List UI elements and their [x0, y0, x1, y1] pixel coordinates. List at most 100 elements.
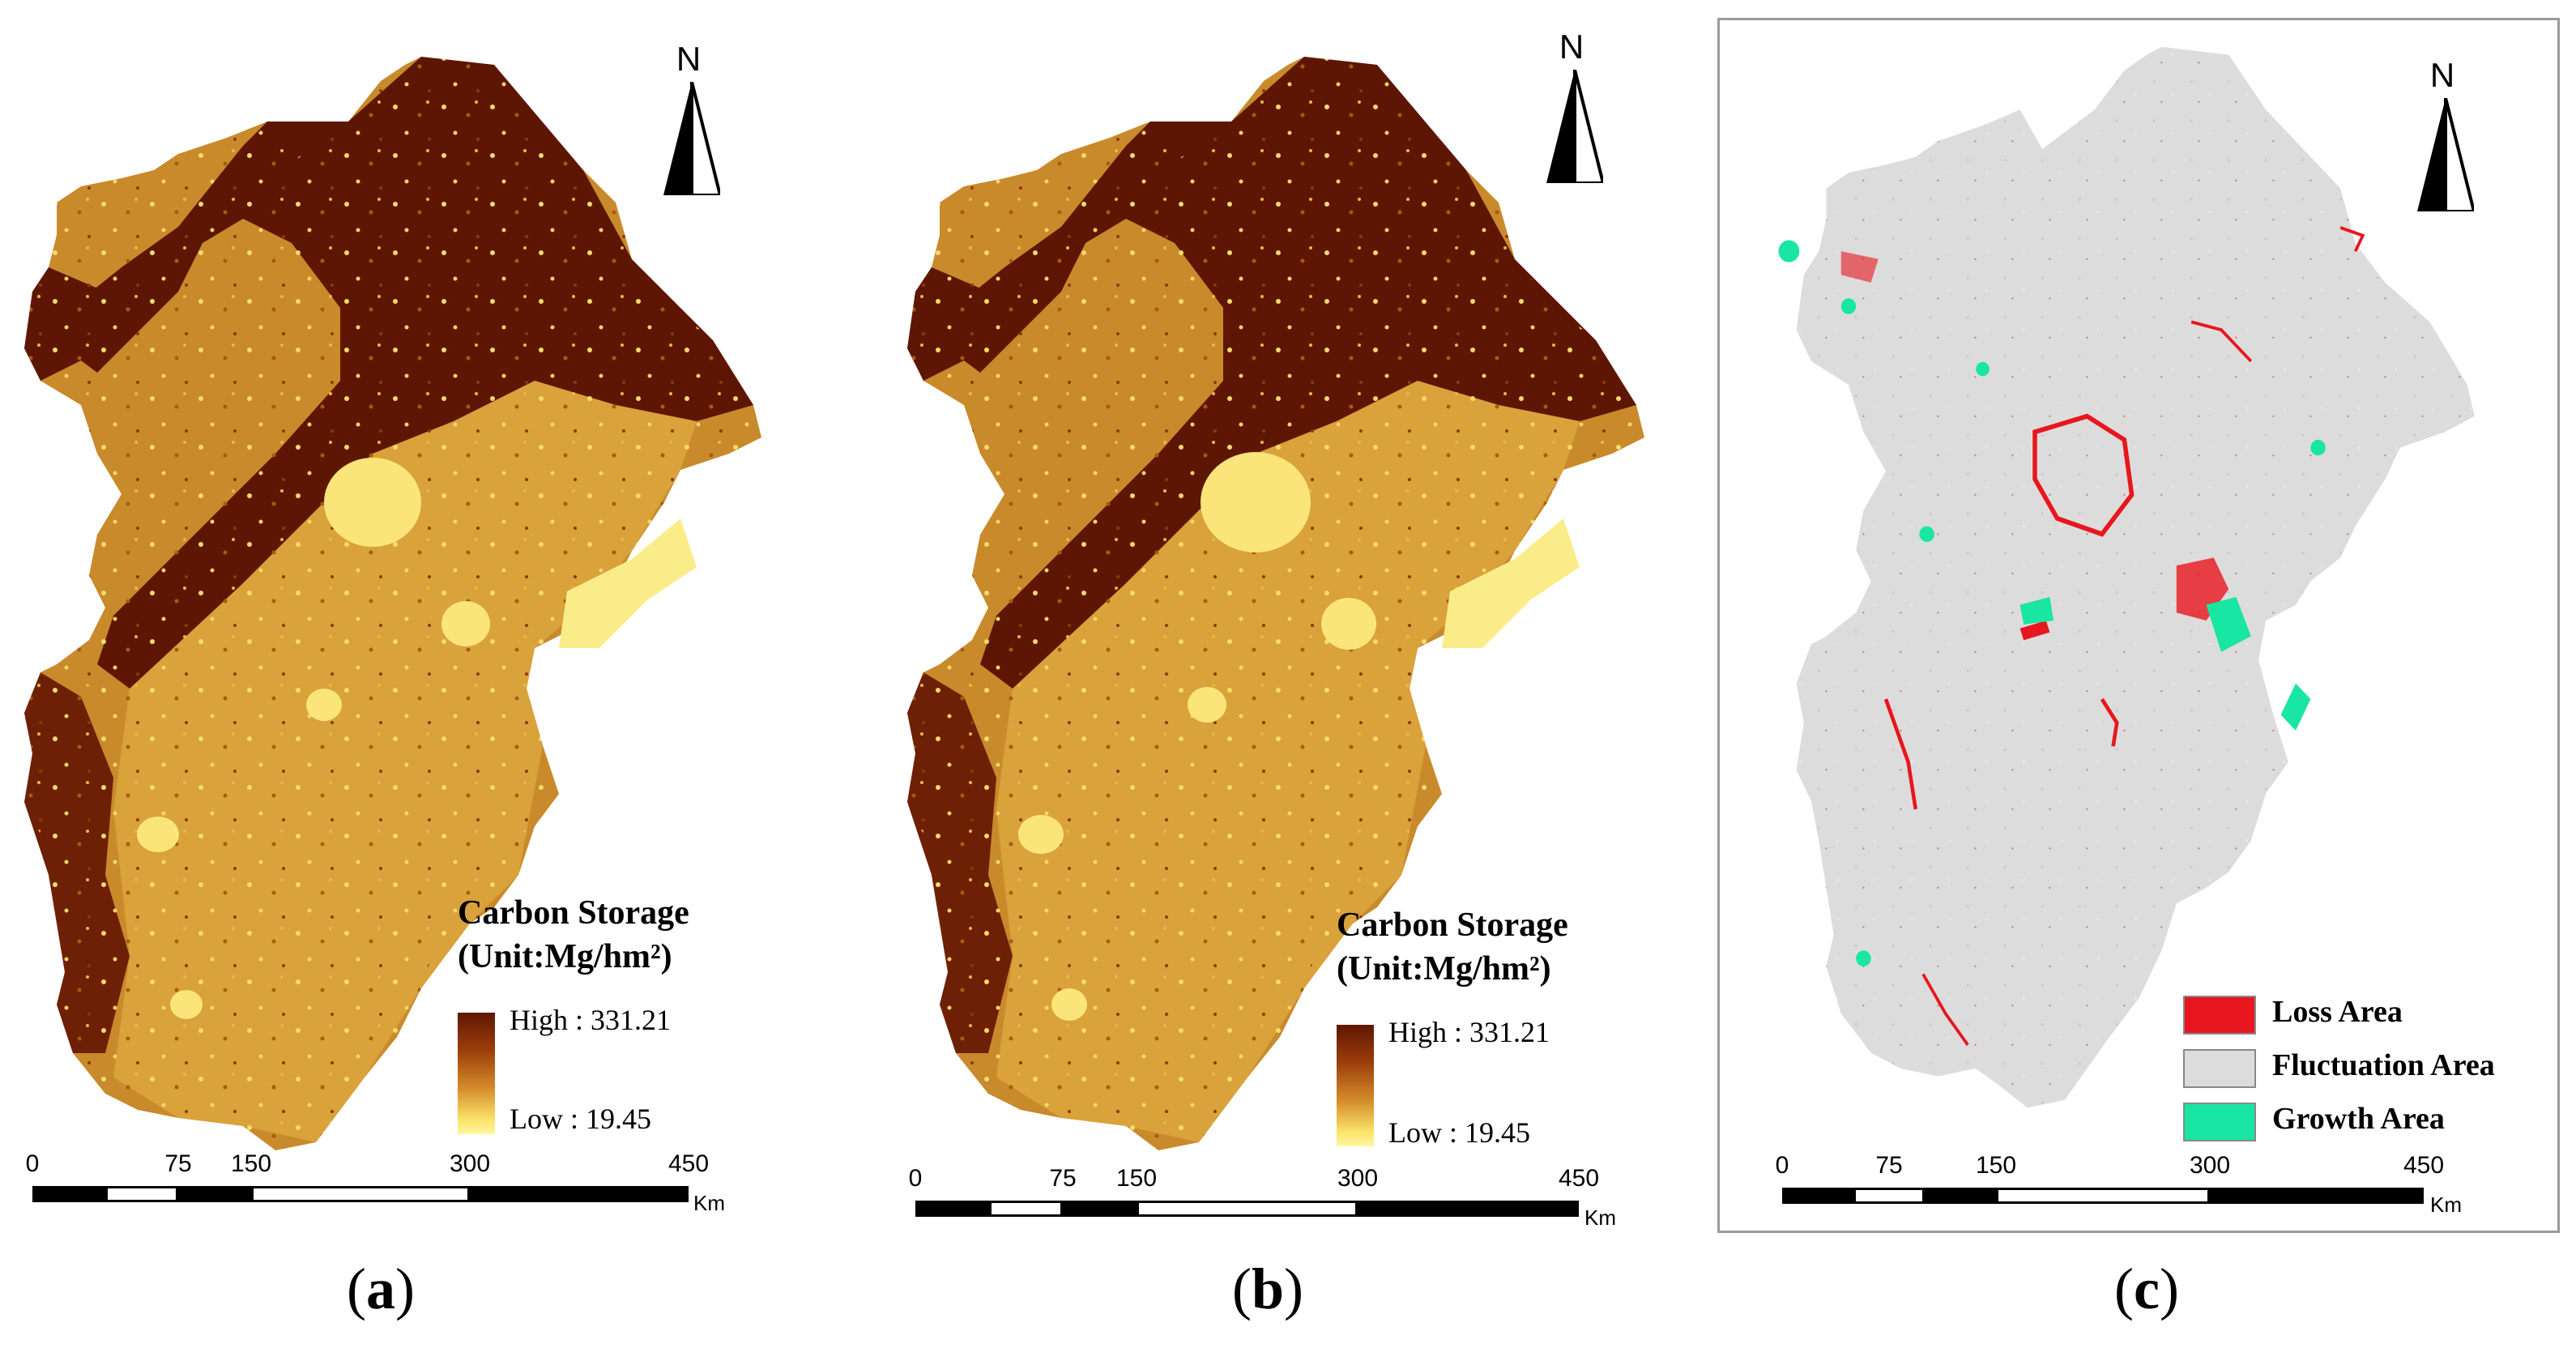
urban-area-4	[1018, 815, 1064, 854]
scale-tick: 150	[1975, 1152, 2017, 1179]
legend-low: Low : 19.45	[1388, 1116, 1530, 1149]
growth-area	[1976, 361, 1990, 377]
scale-segment	[1925, 1188, 1996, 1204]
legend-a: Carbon Storage (Unit:Mg/hm²) High : 331.…	[458, 891, 689, 1135]
urban-area-4	[137, 817, 179, 852]
scale-tick: 300	[449, 1150, 491, 1177]
coastal-lowland	[559, 518, 697, 648]
legend-high: High : 331.21	[510, 1004, 672, 1036]
scale-tick: 450	[1558, 1165, 1600, 1192]
loss-area-beijing	[2032, 413, 2135, 537]
scale-tick: 75	[1049, 1165, 1077, 1192]
scale-tick: 300	[2189, 1152, 2231, 1179]
scale-tick: 75	[164, 1150, 192, 1177]
scale-segment	[470, 1186, 689, 1202]
scale-segment	[1063, 1201, 1137, 1217]
caption-b: (b)	[1231, 1256, 1303, 1321]
caption-a: (a)	[347, 1256, 415, 1321]
texture	[1796, 46, 2475, 1108]
legend-unit: (Unit:Mg/hm²)	[458, 938, 672, 975]
north-arrow-icon	[2417, 98, 2474, 211]
scale-tick: 0	[25, 1150, 40, 1177]
legend-c: Loss Area Fluctuation Area Growth Area	[2183, 992, 2556, 1154]
legend-title: Carbon Storage	[1337, 907, 1568, 944]
urban-area-3	[1188, 687, 1226, 723]
carbon-change-map	[1778, 46, 2475, 1108]
fluctuation-swatch	[2183, 1049, 2256, 1088]
north-arrow: N	[1527, 28, 1616, 183]
scale-bar: 0 75 150 300 450 Km	[1776, 1152, 2511, 1217]
north-arrow-icon	[1546, 70, 1603, 183]
legend-label: Fluctuation Area	[2272, 1048, 2495, 1082]
urban-area-5	[170, 990, 203, 1019]
carbon-change-map-c: N Loss Area Fluctuation Area Growth Area…	[1717, 0, 2576, 1361]
scale-tick: 300	[1337, 1165, 1379, 1192]
urban-area-beijing	[324, 458, 421, 547]
legend-label: Loss Area	[2272, 995, 2403, 1029]
scale-segment	[1137, 1201, 1358, 1217]
scale-tick: 0	[1775, 1152, 1789, 1179]
growth-area	[1919, 526, 1934, 542]
growth-area	[1840, 298, 1857, 314]
scale-tick: 0	[908, 1165, 923, 1192]
scale-tick: 75	[1875, 1152, 1903, 1179]
carbon-map-b	[907, 57, 1644, 1150]
growth-swatch	[2183, 1103, 2256, 1141]
urban-area-5	[1051, 988, 1087, 1021]
scale-segment	[178, 1186, 251, 1202]
carbon-map-a	[24, 57, 761, 1150]
growth-area	[1856, 950, 1871, 966]
scale-unit: Km	[693, 1191, 725, 1215]
legend-item-fluctuation: Fluctuation Area	[2183, 1046, 2576, 1091]
caption-c: (c)	[2114, 1256, 2179, 1321]
scale-segment	[32, 1186, 105, 1202]
scale-segment	[2210, 1188, 2424, 1204]
loss-area-strip	[2190, 320, 2253, 363]
scale-tick: 150	[1115, 1165, 1158, 1192]
scale-segment	[1782, 1188, 1853, 1204]
legend-low: Low : 19.45	[510, 1103, 651, 1135]
urban-area-tianjin	[1321, 598, 1376, 650]
loss-area-strip	[2339, 226, 2365, 252]
map-frame	[1717, 18, 2560, 1233]
scale-tick: 450	[667, 1150, 710, 1177]
scale-bar: 0 75 150 300 450 Km	[26, 1150, 761, 1215]
north-label: N	[2429, 56, 2455, 94]
legend-b: Carbon Storage (Unit:Mg/hm²) High : 331.…	[1337, 903, 1568, 1149]
carbon-storage-map-a: N Carbon Storage (Unit:Mg/hm²) High : 33…	[0, 0, 859, 1361]
loss-area	[2019, 621, 2050, 641]
north-arrow: N	[2398, 56, 2487, 211]
scale-tick: 450	[2403, 1152, 2445, 1179]
scale-segment	[1996, 1188, 2210, 1204]
coastal-lowland	[1442, 518, 1580, 648]
urban-area-beijing	[1201, 452, 1311, 553]
loss-area	[1840, 251, 1879, 283]
carbon-storage-map-b: N Carbon Storage (Unit:Mg/hm²) High : 33…	[883, 0, 1742, 1361]
growth-area	[2019, 596, 2054, 625]
urban-area-3	[306, 689, 342, 721]
north-label: N	[676, 40, 702, 78]
legend-label: Growth Area	[2272, 1102, 2445, 1136]
north-arrow-icon	[663, 82, 720, 195]
loss-area-strip	[1883, 698, 1918, 810]
legend-item-loss: Loss Area	[2183, 992, 2576, 1038]
texture	[24, 57, 761, 1150]
north-arrow: N	[644, 40, 733, 195]
scale-unit: Km	[2430, 1192, 2462, 1217]
north-label: N	[1559, 28, 1584, 66]
growth-area	[2310, 439, 2326, 456]
loss-area-strip	[2100, 698, 2119, 747]
legend-high: High : 331.21	[1388, 1016, 1550, 1048]
scale-bar: 0 75 150 300 450 Km	[909, 1165, 1644, 1230]
loss-area-strip	[1921, 973, 1969, 1046]
urban-area-tianjin	[441, 601, 490, 646]
color-ramp	[458, 1013, 495, 1134]
legend-unit: (Unit:Mg/hm²)	[1337, 950, 1551, 988]
growth-area-coastal	[2280, 683, 2311, 731]
legend-title: Carbon Storage	[458, 894, 689, 932]
growth-area-coastal	[2206, 596, 2251, 652]
color-ramp	[1337, 1025, 1374, 1146]
loss-swatch	[2183, 996, 2256, 1035]
scale-segment	[1853, 1188, 1925, 1204]
scale-segment	[251, 1186, 470, 1202]
